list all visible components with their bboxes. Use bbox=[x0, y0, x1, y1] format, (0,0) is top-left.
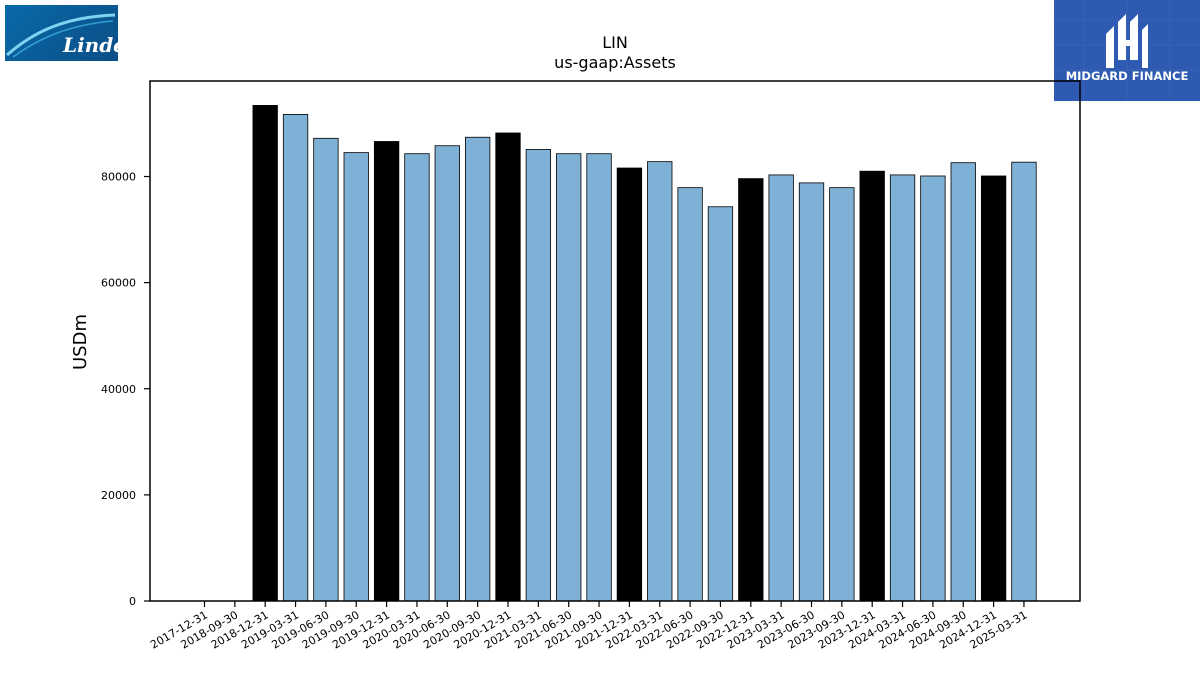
bar-2019-12-31 bbox=[373, 141, 400, 602]
bar-2023-12-31 bbox=[859, 170, 885, 602]
bar-2020-06-30 bbox=[434, 145, 460, 602]
bar-2021-06-30 bbox=[556, 153, 582, 602]
linde-logo-graphic: Linde bbox=[6, 13, 118, 58]
bar-2019-03-31 bbox=[282, 114, 309, 602]
bar-2024-09-30 bbox=[950, 162, 976, 602]
y-tick-label: 80000 bbox=[101, 171, 136, 184]
y-tick-label: 60000 bbox=[101, 277, 136, 290]
bar-2020-12-31 bbox=[495, 132, 521, 602]
bar-2018-12-31 bbox=[252, 105, 278, 602]
plot-frame bbox=[149, 80, 1081, 602]
y-tick-label: 40000 bbox=[101, 383, 136, 396]
midgard-logo-text: MIDGARD FINANCE bbox=[1066, 69, 1189, 83]
bar-2020-09-30 bbox=[464, 136, 491, 602]
y-axis-label: USDm bbox=[70, 314, 91, 370]
bar-2019-06-30 bbox=[313, 137, 339, 602]
bar-2022-06-30 bbox=[677, 187, 703, 602]
bar-2024-06-30 bbox=[920, 175, 946, 602]
x-axis-ticks: 2017-12-312018-09-302018-12-312019-03-31… bbox=[148, 601, 1029, 652]
y-tick-label: 0 bbox=[129, 595, 136, 608]
bar-2023-03-31 bbox=[768, 174, 794, 602]
midgard-logo: MIDGARD FINANCE bbox=[1054, 0, 1200, 101]
bar-2021-09-30 bbox=[586, 153, 612, 602]
bar-2024-12-31 bbox=[980, 175, 1007, 602]
bar-2022-03-31 bbox=[647, 161, 673, 602]
bar-2019-09-30 bbox=[343, 152, 369, 602]
bar-2023-09-30 bbox=[829, 187, 855, 602]
y-axis-ticks: 0 20000 40000 60000 80000 bbox=[101, 171, 150, 608]
y-tick-label: 20000 bbox=[101, 489, 136, 502]
bar-2021-12-31 bbox=[616, 167, 643, 602]
bar-2020-03-31 bbox=[404, 153, 430, 602]
bar-2022-09-30 bbox=[707, 206, 734, 602]
chart-subtitle: us-gaap:Assets bbox=[554, 53, 676, 72]
bar-2023-06-30 bbox=[798, 182, 825, 602]
bar-2024-03-31 bbox=[889, 174, 916, 602]
bar-2021-03-31 bbox=[525, 149, 551, 602]
bar-2022-12-31 bbox=[738, 178, 764, 602]
midgard-logo-graphic: MIDGARD FINANCE bbox=[1054, 0, 1200, 101]
linde-logo-text: Linde bbox=[62, 33, 118, 57]
linde-logo: Linde bbox=[5, 5, 118, 61]
chart-title: LIN bbox=[602, 33, 628, 52]
bars-group bbox=[252, 105, 1037, 602]
bar-2025-03-31 bbox=[1011, 161, 1037, 602]
